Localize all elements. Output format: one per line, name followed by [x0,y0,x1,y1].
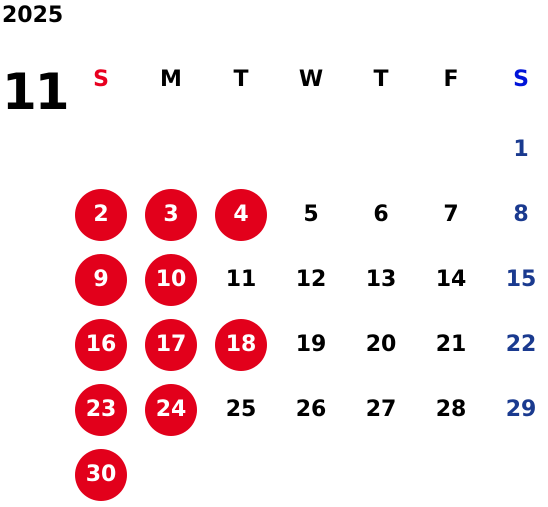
day-number: 6 [373,202,389,227]
day-cell[interactable]: 26 [276,378,346,442]
day-number: 11 [225,267,257,292]
year-label: 2025 [2,3,64,28]
day-cell[interactable]: 18 [206,313,276,377]
day-cell[interactable]: 15 [486,248,548,312]
holiday-day-number: 23 [75,384,127,436]
day-cell[interactable]: 1 [486,118,548,182]
day-cell[interactable]: 7 [416,183,486,247]
day-cell[interactable]: 5 [276,183,346,247]
day-number: 22 [505,332,537,357]
day-cell[interactable]: 24 [136,378,206,442]
day-number: 8 [513,202,529,227]
day-cell[interactable]: 8 [486,183,548,247]
weekday-label: T [233,67,249,92]
day-cell[interactable]: 20 [346,313,416,377]
day-number: 27 [365,397,397,422]
day-cell[interactable]: 16 [66,313,136,377]
day-number: 29 [505,397,537,422]
day-cell[interactable]: 22 [486,313,548,377]
holiday-day-number: 17 [145,319,197,371]
holiday-day-number: 24 [145,384,197,436]
day-number: 19 [295,332,327,357]
day-cell[interactable]: 3 [136,183,206,247]
day-number: 5 [303,202,319,227]
day-cell[interactable]: 11 [206,248,276,312]
day-cell[interactable]: 10 [136,248,206,312]
holiday-day-number: 30 [75,449,127,501]
day-cell[interactable]: 21 [416,313,486,377]
day-number: 28 [435,397,467,422]
day-number: 7 [443,202,459,227]
month-label: 11 [2,63,70,121]
day-cell[interactable]: 23 [66,378,136,442]
day-cell[interactable]: 27 [346,378,416,442]
weekday-label: F [443,67,459,92]
day-cell[interactable]: 19 [276,313,346,377]
day-number: 14 [435,267,467,292]
day-cell[interactable]: 28 [416,378,486,442]
day-cell[interactable]: 17 [136,313,206,377]
holiday-day-number: 16 [75,319,127,371]
day-number: 21 [435,332,467,357]
day-number: 26 [295,397,327,422]
day-cell[interactable]: 13 [346,248,416,312]
holiday-day-number: 4 [215,189,267,241]
holiday-day-number: 10 [145,254,197,306]
calendar-grid: 1 2 3 4 5 6 7 8 9 10 11 12 13 14 15 16 17 18 19 20 21 22 23 24 2… [66,118,548,503]
day-cell[interactable]: 9 [66,248,136,312]
day-number: 13 [365,267,397,292]
weekday-label: W [298,67,324,92]
day-cell[interactable]: 6 [346,183,416,247]
day-number: 20 [365,332,397,357]
day-cell[interactable]: 12 [276,248,346,312]
day-cell[interactable]: 29 [486,378,548,442]
holiday-day-number: 3 [145,189,197,241]
day-number: 15 [505,267,537,292]
weekday-label: S [513,67,529,92]
weekday-label: S [93,67,109,92]
holiday-day-number: 9 [75,254,127,306]
holiday-day-number: 2 [75,189,127,241]
day-cell[interactable]: 2 [66,183,136,247]
weekday-label: T [373,67,389,92]
holiday-day-number: 18 [215,319,267,371]
day-cell[interactable]: 4 [206,183,276,247]
day-cell[interactable]: 25 [206,378,276,442]
weekday-label: M [160,67,182,92]
day-cell[interactable]: 14 [416,248,486,312]
day-number: 25 [225,397,257,422]
day-number: 12 [295,267,327,292]
day-number: 1 [513,137,529,162]
day-cell[interactable]: 30 [66,443,136,507]
